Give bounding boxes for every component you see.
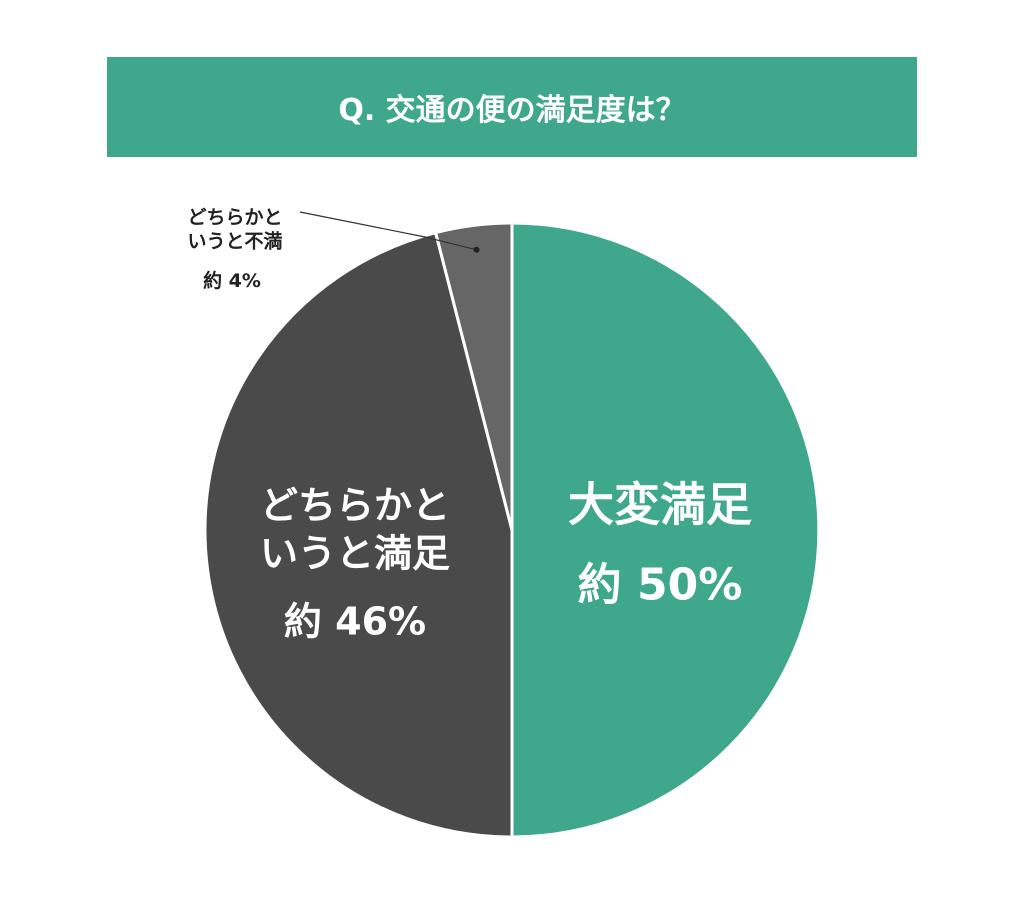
chart-title: Q. 交通の便の満足度は？ <box>107 57 917 157</box>
value-label: 約 46% <box>283 599 427 644</box>
slice-label: 大変満足 <box>568 477 752 532</box>
pie-slice <box>433 221 514 531</box>
pie-slice <box>203 230 514 839</box>
leader-dot <box>473 246 480 253</box>
value-label: 約 4% <box>203 270 261 293</box>
value-label: 約 50% <box>577 559 743 611</box>
slice-label: どちらかと いうと不満 <box>187 206 283 252</box>
slice-label: どちらかと いうと満足 <box>259 483 451 576</box>
leader-line <box>299 211 477 251</box>
pie-slice <box>510 221 821 839</box>
